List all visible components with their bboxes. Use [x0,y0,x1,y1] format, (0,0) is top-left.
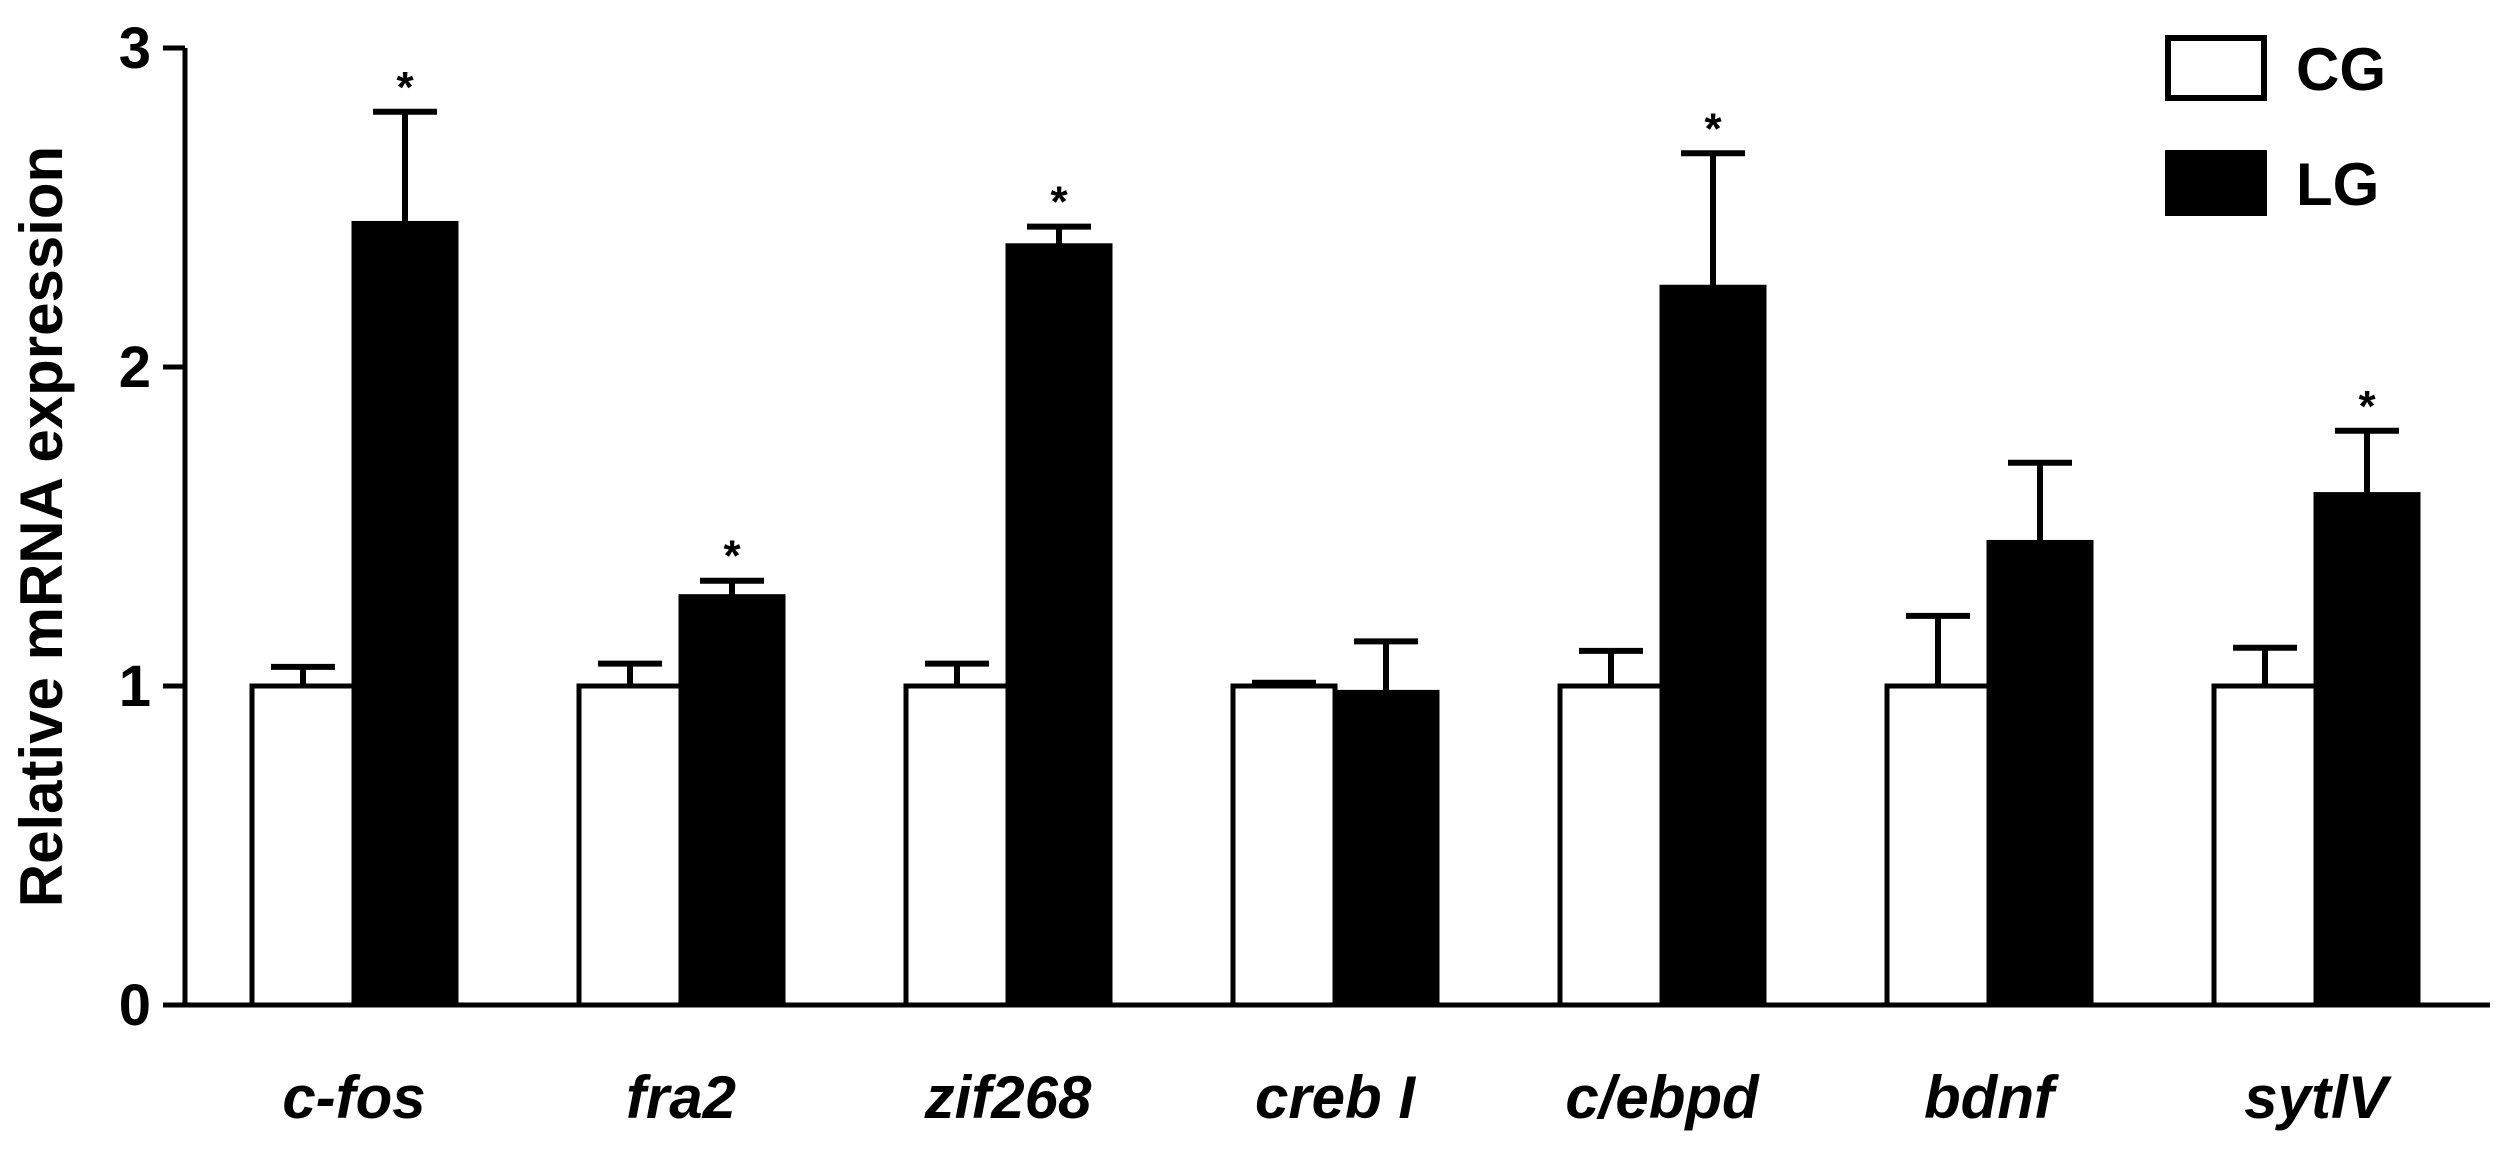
bar-lg [2313,492,2421,1008]
y-tick-label: 0 [119,973,151,1038]
x-tick-label: sytlV [2244,1064,2392,1131]
significance-marker: * [1050,178,1068,227]
significance-marker: * [1704,104,1722,153]
bar-lg [1986,539,2094,1008]
bar-cg [903,683,1011,1008]
x-tick-label: c-fos [282,1064,425,1131]
legend-label-cg: CG [2296,36,2386,103]
bar-cg [2211,683,2319,1008]
bar-cg [1230,683,1338,1008]
bar-cg [1884,683,1992,1008]
significance-marker: * [2358,382,2376,431]
bar-lg [351,220,459,1008]
x-tick-label: fra2 [626,1064,736,1131]
legend-label-lg: LG [2296,151,2379,218]
x-tick-label: bdnf [1924,1064,2059,1131]
x-tick-label: creb I [1255,1064,1416,1131]
bar-lg [1332,689,1440,1008]
bars [249,108,2421,1008]
x-tick-label: zif268 [924,1064,1092,1131]
y-tick-label: 3 [119,16,151,81]
legend-swatch-lg [2165,150,2267,216]
bar-cg [1557,683,1665,1008]
y-tick-label: 1 [119,654,151,719]
bar-lg [1659,284,1767,1008]
legend: CG LG [2165,35,2386,218]
y-axis-title: Relative mRNA expression [8,146,75,907]
bar-cg [576,683,684,1008]
x-tick-label: c/ebpd [1565,1064,1760,1131]
bar-cg [249,683,357,1008]
labels: 0 1 2 3 Relative mRNA expression * c-fos * fra2 *… [8,16,2393,1131]
y-tick-label: 2 [119,335,151,400]
legend-swatch-cg [2165,35,2267,101]
bar-lg [678,594,786,1008]
significance-marker: * [396,63,414,112]
significance-marker: * [723,532,741,581]
bar-lg [1005,243,1113,1008]
